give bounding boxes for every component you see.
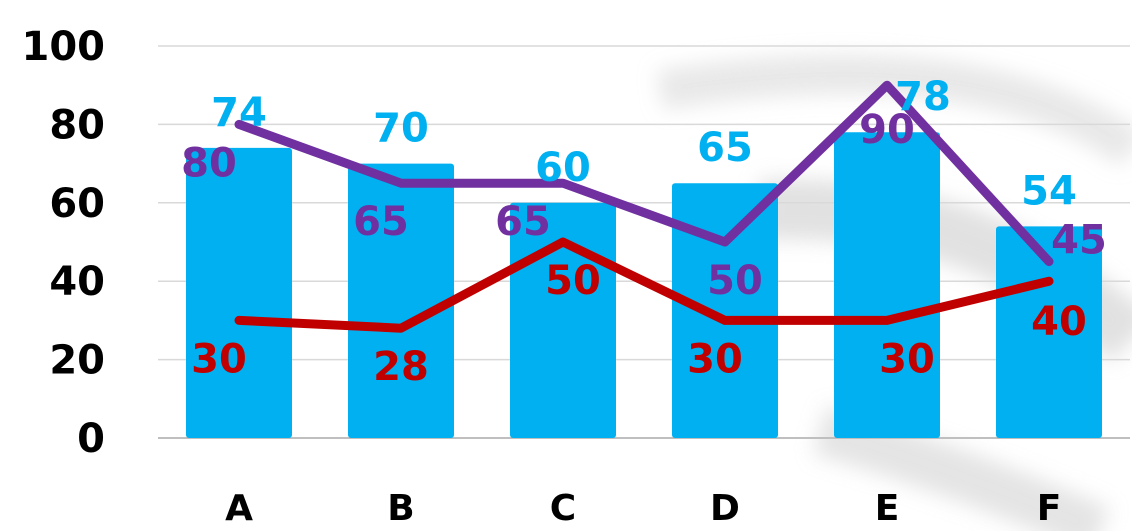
x-axis: A B C D E F	[225, 488, 1061, 529]
data-label: 28	[373, 344, 429, 390]
x-tick-label: A	[225, 488, 253, 529]
data-label: 50	[545, 258, 601, 304]
y-tick-label: 40	[49, 259, 105, 305]
y-axis: 0 20 40 60 80 100	[22, 24, 106, 462]
data-label: 65	[697, 125, 753, 171]
y-tick-label: 20	[49, 338, 105, 384]
data-labels: 74 70 60 65 78 54 80 65 65 50 90 45 30 28 50 30 30 40	[181, 74, 1107, 390]
data-label: 30	[191, 336, 247, 382]
bar	[348, 163, 454, 438]
data-label: 60	[535, 145, 591, 191]
x-tick-label: B	[387, 488, 414, 529]
x-tick-label: C	[550, 488, 576, 529]
data-label: 65	[495, 199, 551, 245]
data-label: 78	[895, 74, 951, 120]
series-line-2	[234, 237, 1054, 333]
y-tick-label: 80	[49, 102, 105, 148]
bar-series	[186, 132, 1102, 439]
x-tick-label: E	[875, 488, 900, 529]
data-label: 40	[1031, 299, 1087, 345]
bar	[510, 202, 616, 438]
line-series	[234, 80, 1054, 333]
data-label: 30	[879, 336, 935, 382]
data-label: 70	[373, 106, 429, 152]
series-line-1	[234, 80, 1054, 267]
data-label: 50	[707, 258, 763, 304]
bar	[834, 132, 940, 439]
bar	[996, 226, 1102, 438]
data-label: 74	[211, 90, 267, 136]
data-label: 80	[181, 140, 237, 186]
y-tick-label: 0	[77, 416, 105, 462]
y-tick-label: 100	[22, 24, 106, 70]
data-label: 90	[859, 107, 915, 153]
x-tick-label: F	[1037, 488, 1062, 529]
bar	[672, 183, 778, 438]
data-label: 30	[687, 336, 743, 382]
data-label: 54	[1021, 168, 1077, 214]
x-tick-label: D	[710, 488, 740, 529]
y-tick-label: 60	[49, 181, 105, 227]
data-label: 45	[1051, 218, 1107, 264]
bar	[186, 147, 292, 439]
data-label: 65	[353, 199, 409, 245]
